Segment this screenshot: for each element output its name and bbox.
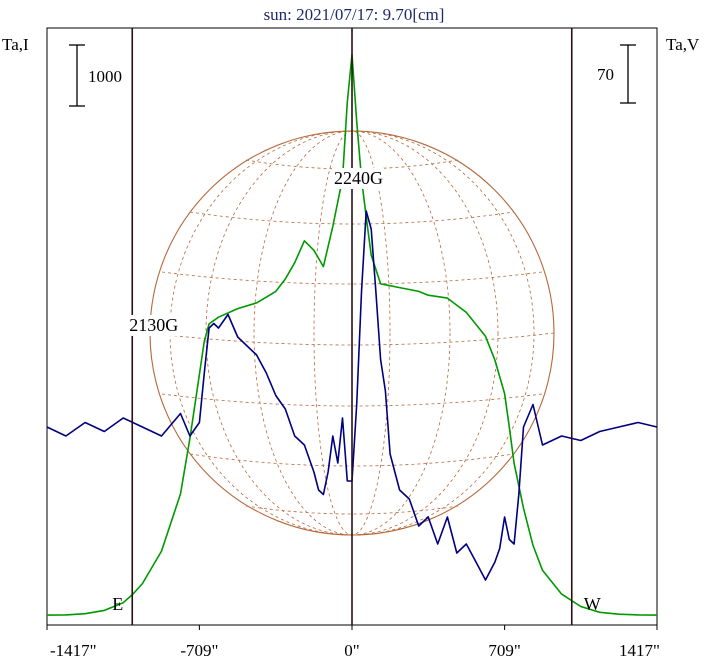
x-ticks: -1417" -709" 0" 709" 1417" bbox=[46, 625, 660, 660]
annotations: 2130G 2240G bbox=[127, 168, 384, 336]
x-tick-label: -1417" bbox=[50, 641, 97, 660]
right-axis-label: Ta,V bbox=[666, 35, 700, 54]
left-scale-bar bbox=[69, 44, 85, 107]
series-line-1 bbox=[46, 210, 658, 581]
annotation-bg bbox=[332, 168, 384, 189]
limb-label-e: E bbox=[112, 594, 123, 614]
chart-title: sun: 2021/07/17: 9.70[cm] bbox=[264, 5, 445, 24]
left-axis-label: Ta,I bbox=[2, 35, 29, 54]
left-scale-value: 1000 bbox=[88, 67, 122, 86]
limb-label-w: W bbox=[584, 594, 601, 614]
annotation-label: 2130G bbox=[129, 315, 178, 335]
x-tick-label: 709" bbox=[488, 641, 520, 660]
series-1 bbox=[46, 210, 658, 581]
x-tick-label: -709" bbox=[180, 641, 218, 660]
right-scale-value: 70 bbox=[597, 65, 614, 84]
annotation-label: 2240G bbox=[334, 168, 383, 188]
x-tick-label: 1417" bbox=[619, 641, 660, 660]
x-tick-label: 0" bbox=[344, 641, 359, 660]
right-scale-bar bbox=[620, 44, 636, 104]
annotation-bg bbox=[127, 315, 180, 336]
series-layer bbox=[46, 53, 658, 616]
